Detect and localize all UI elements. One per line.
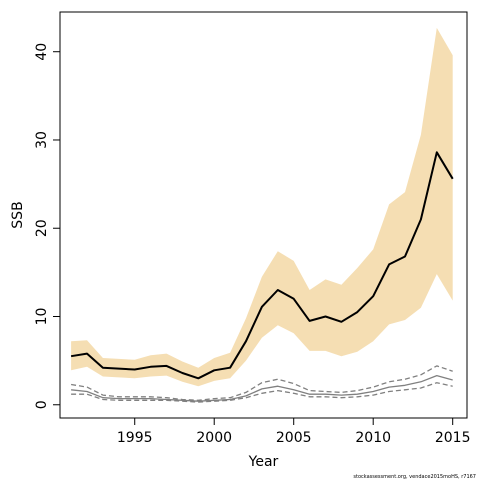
x-tick-label: 2000 [196,430,232,446]
plot-frame [59,11,468,419]
reference-upper-line [70,365,453,401]
confidence-band [71,27,453,387]
y-tick-label: 10 [34,308,50,326]
y-tick-label: 40 [34,43,50,61]
confidence-band-layer [71,27,453,387]
reference-lower-line [71,382,453,403]
x-tick-label: 1995 [117,430,153,446]
y-tick-label: 20 [34,219,50,237]
x-tick-label: 2005 [276,430,312,446]
y-axis: 0 10 20 30 40 [34,43,60,409]
y-axis-title: SSB [10,201,26,228]
reference-lines-layer [70,365,453,403]
reference-estimate-line [71,374,453,402]
x-axis-title: Year [248,454,279,470]
y-tick-label: 30 [34,131,50,149]
x-tick-label: 2015 [435,430,471,446]
y-tick-label: 0 [34,400,50,409]
x-axis: 1995 2000 2005 2010 2015 [117,418,471,446]
estimate-line [70,151,454,380]
x-tick-label: 2010 [355,430,391,446]
footnote: stockassessment.org, vendace2015moHS, r7… [353,474,476,480]
estimate-line-layer [70,151,454,380]
